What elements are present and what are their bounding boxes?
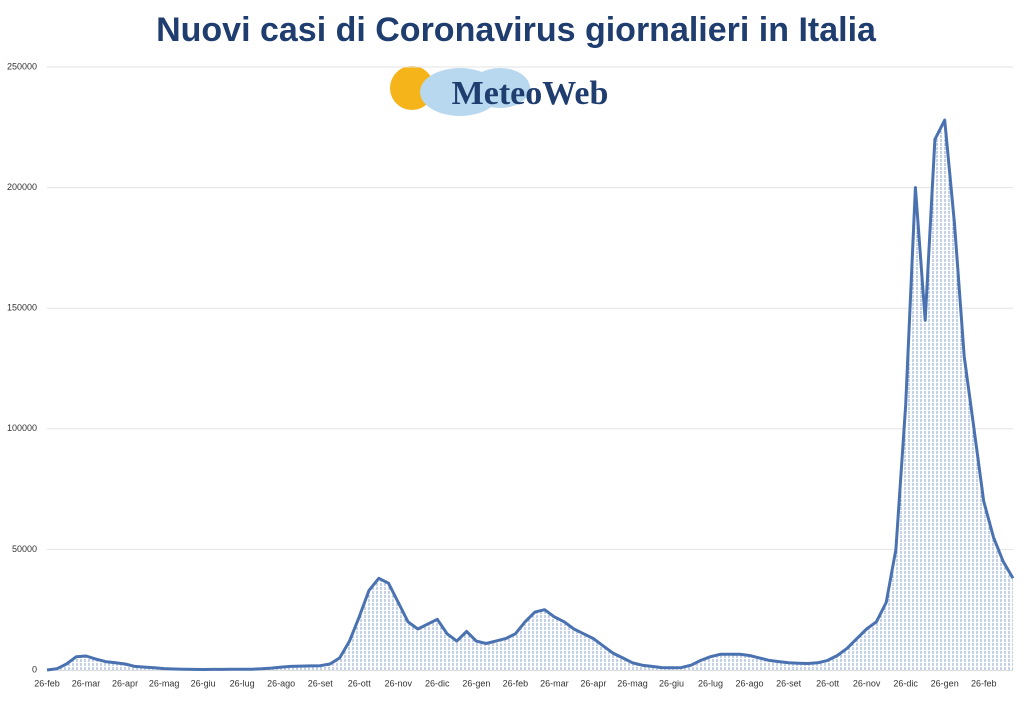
y-tick-label: 0 [32, 664, 37, 674]
x-tick-label: 26-gen [462, 678, 490, 688]
x-tick-label: 26-feb [503, 678, 529, 688]
y-tick-label: 200000 [7, 182, 37, 192]
logo: MeteoWeb [390, 66, 608, 116]
x-tick-label: 26-ago [736, 678, 764, 688]
line [46, 118, 1015, 672]
logo-cloud [470, 68, 530, 108]
x-tick-label: 26-mag [617, 678, 648, 688]
x-tick-label: 26-lug [230, 678, 255, 688]
x-tick-label: 26-lug [698, 678, 723, 688]
y-tick-label: 50000 [12, 544, 37, 554]
x-tick-label: 26-ott [816, 678, 840, 688]
chart-title: Nuovi casi di Coronavirus giornalieri in… [156, 11, 877, 49]
x-tick-label: 26-giu [659, 678, 684, 688]
y-tick-label: 150000 [7, 303, 37, 313]
x-tick-label: 26-ago [267, 678, 295, 688]
x-tick-label: 26-mag [149, 678, 180, 688]
x-tick-label: 26-set [308, 678, 334, 688]
x-tick-label: 26-mar [72, 678, 101, 688]
y-tick-label: 100000 [7, 423, 37, 433]
x-tick-label: 26-mar [540, 678, 569, 688]
y-tick-label: 250000 [7, 61, 37, 71]
x-tick-label: 26-feb [971, 678, 997, 688]
x-tick-label: 26-ott [348, 678, 372, 688]
x-tick-label: 26-apr [112, 678, 138, 688]
x-tick-label: 26-feb [34, 678, 60, 688]
x-tick-label: 26-apr [580, 678, 606, 688]
x-tick-label: 26-dic [425, 678, 450, 688]
x-tick-label: 26-set [776, 678, 802, 688]
x-tick-label: 26-nov [385, 678, 413, 688]
logo-text: MeteoWeb [452, 75, 609, 112]
x-tick-label: 26-gen [931, 678, 959, 688]
x-tick-label: 26-dic [893, 678, 918, 688]
x-tick-label: 26-giu [191, 678, 216, 688]
x-tick-label: 26-nov [853, 678, 881, 688]
area [47, 120, 1013, 671]
